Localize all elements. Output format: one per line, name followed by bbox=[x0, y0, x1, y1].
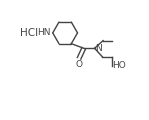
Text: HCl: HCl bbox=[20, 28, 38, 38]
Text: HN: HN bbox=[37, 28, 50, 37]
Text: O: O bbox=[76, 60, 83, 69]
Text: N: N bbox=[95, 44, 102, 53]
Text: HO: HO bbox=[112, 61, 126, 70]
